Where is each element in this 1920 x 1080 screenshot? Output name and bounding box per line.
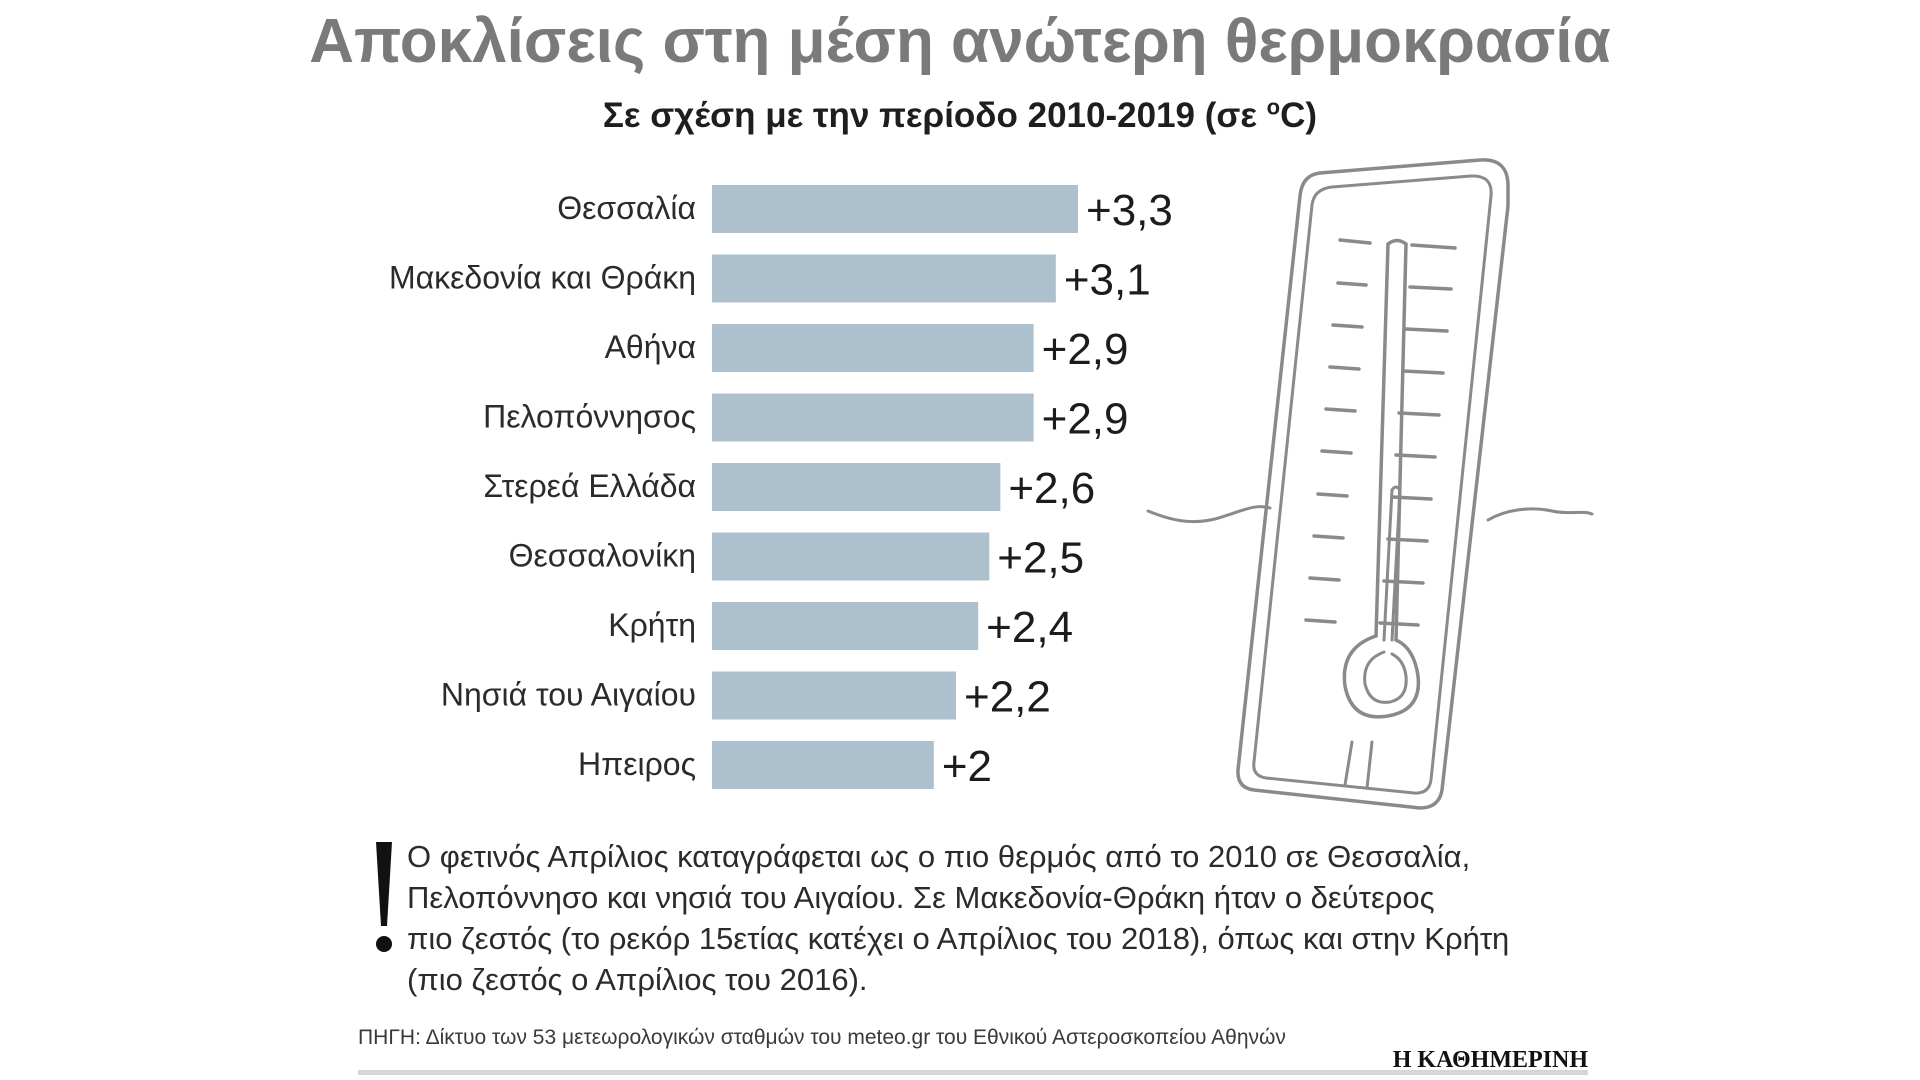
category-label: Θεσσαλία — [557, 190, 696, 226]
source-text: ΠΗΓΗ: Δίκτυο των 53 μετεωρολογικών σταθμ… — [358, 1026, 1286, 1049]
value-label: +2,9 — [1042, 325, 1129, 374]
category-label: Νησιά του Αιγαίου — [441, 677, 696, 713]
value-label: +2,6 — [1008, 464, 1095, 513]
bar — [712, 254, 1056, 303]
subtitle-unit: C) — [1280, 96, 1318, 135]
thermometer-icon — [1146, 158, 1594, 810]
note-line: Ο φετινός Απρίλιος καταγράφεται ως ο πιο… — [407, 839, 1471, 874]
category-label: Στερεά Ελλάδα — [483, 468, 696, 504]
footer: ΠΗΓΗ: Δίκτυο των 53 μετεωρολογικών σταθμ… — [358, 1026, 1588, 1076]
bar — [712, 463, 1001, 511]
category-label: Αθήνα — [605, 329, 696, 365]
value-label: +3,3 — [1086, 186, 1173, 235]
category-label: Ηπειρος — [578, 746, 696, 782]
bar — [712, 185, 1078, 233]
category-label: Θεσσαλονίκη — [509, 538, 696, 574]
bar — [712, 671, 956, 720]
chart-subtitle: Σε σχέση με την περίοδο 2010-2019 (σε οC… — [0, 96, 1920, 136]
chart-title: Αποκλίσεις στη μέση ανώτερη θερμοκρασία — [309, 7, 1611, 76]
category-label: Πελοπόννησος — [483, 399, 696, 435]
value-label: +2,9 — [1042, 395, 1129, 444]
bar — [712, 741, 934, 789]
value-label: +2 — [942, 742, 992, 791]
bars-layer: Θεσσαλία +3,3 Μακεδονία και Θράκη +3,1 Αθήνα… — [389, 185, 1173, 791]
bar — [712, 532, 990, 581]
bar — [712, 324, 1034, 372]
bar — [712, 602, 979, 650]
value-label: +2,5 — [997, 534, 1084, 583]
category-label: Κρήτη — [608, 607, 696, 643]
note-line: πιο ζεστός (το ρεκόρ 15ετίας κατέχει ο Α… — [407, 921, 1510, 956]
brand-logo: Η ΚΑΘΗΜΕΡΙΝΗ — [1392, 1047, 1588, 1073]
value-label: +2,4 — [986, 603, 1073, 652]
degree-symbol: ο — [1266, 94, 1281, 120]
bar — [712, 393, 1034, 442]
note-line: Πελοπόννησο και νησιά του Αιγαίου. Σε Μα… — [407, 880, 1435, 915]
category-label: Μακεδονία και Θράκη — [389, 260, 696, 296]
value-label: +3,1 — [1064, 256, 1151, 305]
value-label: +2,2 — [964, 673, 1051, 722]
exclamation-icon — [376, 842, 392, 952]
subtitle-text: Σε σχέση με την περίοδο 2010-2019 (σε — [602, 96, 1267, 135]
note-paragraph: Ο φετινός Απρίλιος καταγράφεται ως ο πιο… — [407, 836, 1597, 1000]
footer-rule — [358, 1070, 1588, 1075]
note-line: (πιο ζεστός ο Απρίλιος του 2016). — [407, 962, 868, 997]
